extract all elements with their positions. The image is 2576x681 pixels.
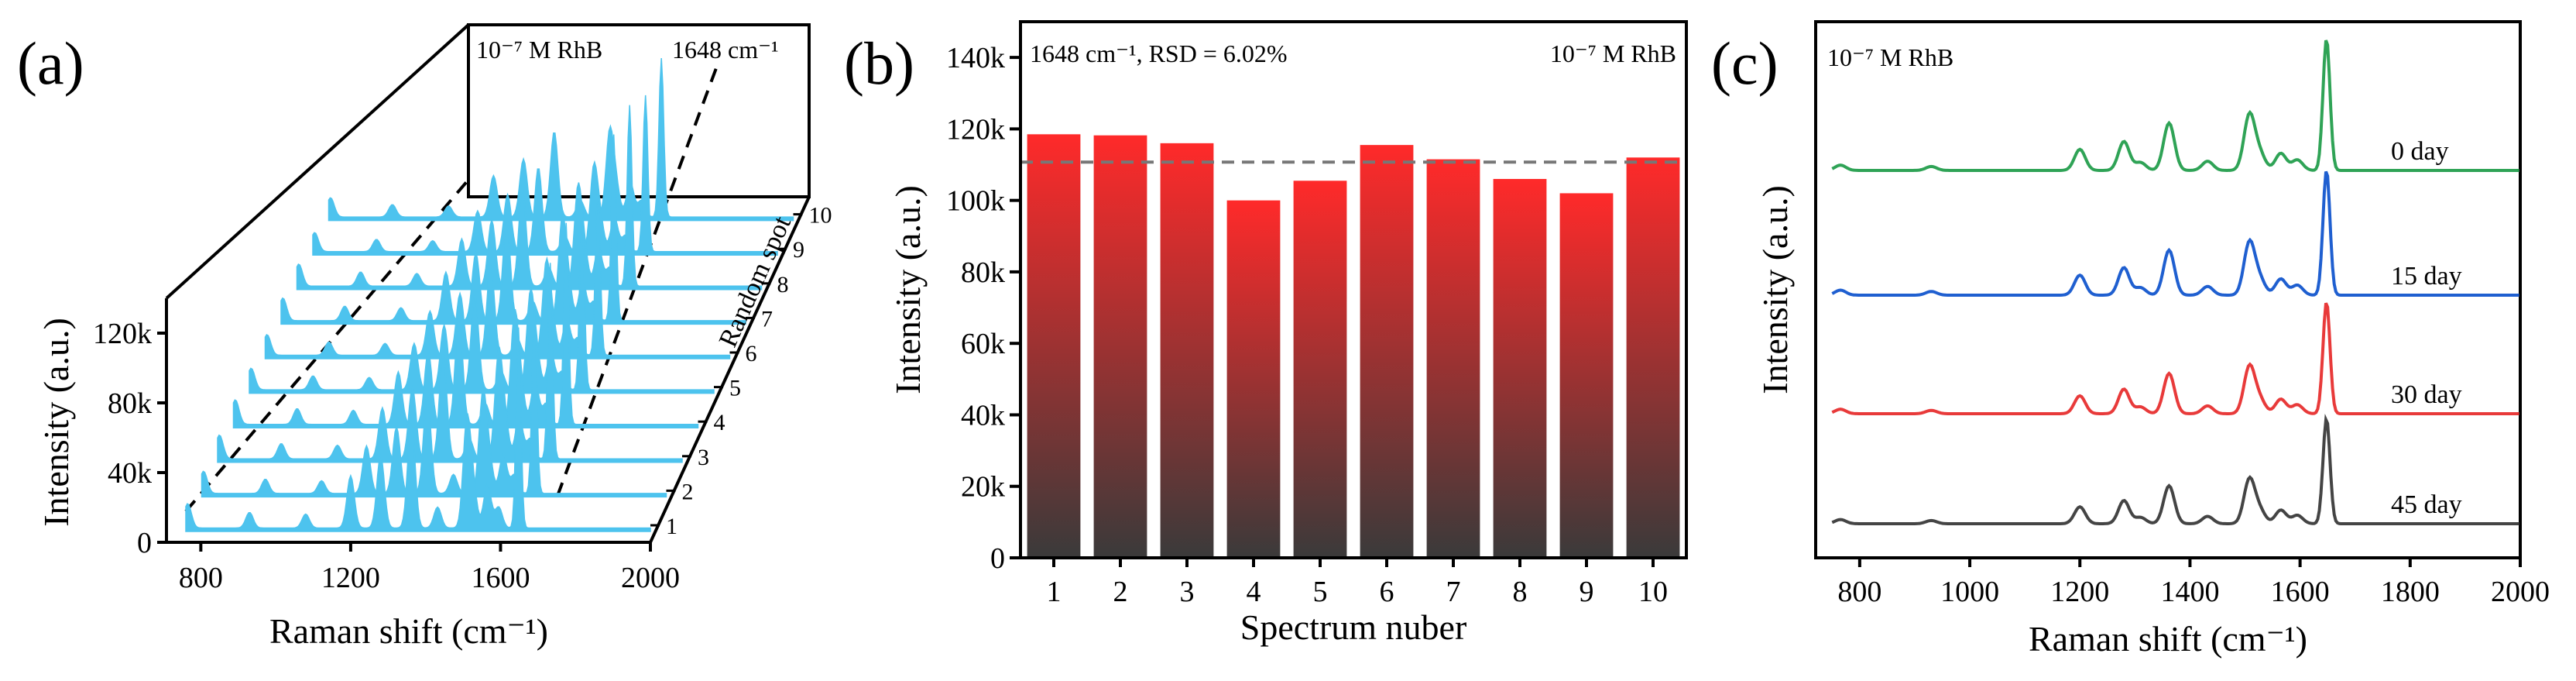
b-xtick-label: 8 [1513,576,1528,608]
a-ztick-label: 3 [698,445,709,470]
b-ytick-label: 140k [946,42,1005,74]
a-xtick-label: 800 [179,562,223,594]
b-bar-2 [1093,135,1147,559]
b-bar-8 [1493,178,1547,558]
c-series-30-day [1831,302,2519,415]
c-series-label: 30 day [2391,380,2462,409]
panel-c: 0 day 15 day 30 day 45 day 800 1000 1200 1400 1… [1755,20,2550,659]
b-concentration-label: 10⁻⁷ M RhB [1550,40,1676,67]
b-xtick-label: 10 [1638,576,1668,608]
a-spectrum-10 [328,58,794,222]
a-ztick-label: 5 [729,376,741,401]
a-xlabel: Raman shift (cm⁻¹) [269,611,548,651]
b-xtick-label: 3 [1180,576,1195,608]
b-bar-5 [1293,181,1347,558]
b-ylabel: Intensity (a.u.) [888,185,928,394]
a-xtick-label: 2000 [621,562,680,594]
a-inset-frame [467,23,811,198]
a-spectrum-9 [312,95,778,256]
c-xtick-label: 800 [1837,576,1881,608]
a-ztick-label: 10 [809,203,832,229]
a-ztick-label: 9 [793,237,804,263]
c-concentration-label: 10⁻⁷ M RhB [1827,43,1953,71]
a-ytick-label: 0 [137,527,152,559]
b-ytick-label: 40k [961,399,1005,432]
a-spectrum-7 [280,134,746,325]
a-spectrum-3 [217,263,683,463]
a-perspective-edge [165,23,470,300]
b-ytick-label: 100k [946,185,1005,218]
b-xtick-label: 2 [1113,576,1128,608]
a-ztick-label: 4 [714,410,725,435]
a-concentration-label: 10⁻⁷ M RhB [476,36,602,64]
c-ylabel: Intensity (a.u.) [1755,185,1795,394]
a-spectrum-8 [296,105,763,291]
c-xlabel: Raman shift (cm⁻¹) [2029,619,2307,659]
b-bar-7 [1426,159,1480,558]
a-ztick-label: 6 [746,341,757,366]
b-bar-4 [1226,200,1281,558]
a-xtick-label: 1200 [321,562,380,594]
c-xtick-label: 1800 [2381,576,2440,608]
b-xtick-label: 4 [1247,576,1261,608]
a-ytick-label: 120k [93,318,152,350]
b-xtick-label: 5 [1313,576,1328,608]
a-xtick-label: 1600 [471,562,530,594]
b-ytick-label: 60k [961,328,1005,360]
a-spectrum-4 [232,222,699,428]
c-series-label: 0 day [2391,137,2449,166]
panel-label-a: (a) [17,29,84,97]
b-ytick-label: 80k [961,256,1005,289]
b-bar-1 [1027,134,1081,558]
b-rsd-label: 1648 cm⁻¹, RSD = 6.02% [1030,40,1288,67]
c-series-label: 15 day [2391,262,2462,291]
b-xlabel: Spectrum nuber [1240,607,1467,647]
a-spectrum-5 [249,212,715,394]
a-spectrum-6 [264,186,731,359]
b-ytick-label: 20k [961,471,1005,504]
a-peak-label: 1648 cm⁻¹ [672,36,779,64]
b-bar-6 [1360,145,1414,558]
b-xtick-label: 6 [1380,576,1394,608]
a-ylabel: Intensity (a.u.) [36,318,76,527]
c-series-15-day [1831,170,2519,297]
b-bar-3 [1160,143,1214,558]
c-series-45-day [1831,413,2519,525]
b-ytick-label: 120k [946,113,1005,146]
b-plot-frame [1019,20,1688,559]
a-ztick-label: 8 [777,272,789,298]
c-xtick-label: 1400 [2160,576,2219,608]
b-ytick-label: 0 [990,542,1005,575]
a-spectrum-1 [185,327,651,532]
a-ztick-label: 1 [666,514,677,539]
b-xtick-label: 1 [1047,576,1062,608]
panel-b: 0 20k 40k 60k 80k 100k 120k 140k 1 2 3 4 5 6 7 8 9 10 16… [888,20,1688,647]
a-spectrum-2 [201,311,667,498]
b-bar-9 [1559,193,1614,558]
a-ytick-label: 80k [108,387,152,420]
c-xtick-label: 1200 [2050,576,2109,608]
c-series-0-day [1831,40,2519,173]
a-depth-axis [649,196,811,543]
a-ztick-label: 7 [761,306,773,332]
panel-label-b: (b) [844,29,914,97]
c-series-label: 45 day [2391,490,2462,519]
c-xtick-label: 2000 [2491,576,2550,608]
b-xtick-label: 9 [1580,576,1594,608]
c-xtick-label: 1600 [2271,576,2330,608]
c-plot-frame [1814,20,2522,559]
b-bar-10 [1626,157,1680,559]
panel-label-c: (c) [1711,29,1779,97]
c-xtick-label: 1000 [1940,576,1999,608]
a-ytick-label: 40k [108,457,152,490]
a-ztick-label: 2 [682,479,694,504]
b-xtick-label: 7 [1446,576,1461,608]
